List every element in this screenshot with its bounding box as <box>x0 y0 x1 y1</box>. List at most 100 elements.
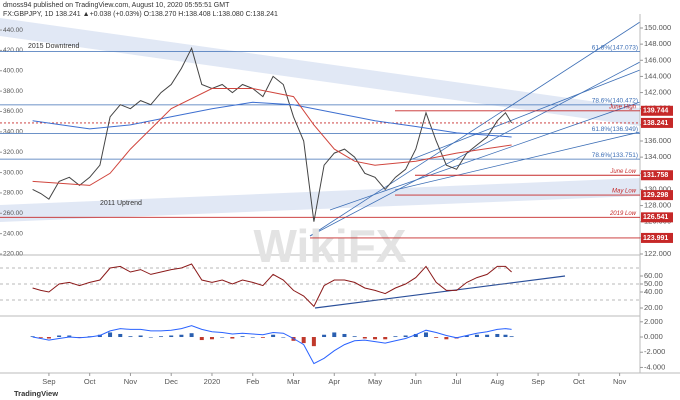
histogram-bar <box>30 336 35 338</box>
histogram-bar <box>503 334 508 338</box>
y-tick-label: 50.00 <box>644 279 663 288</box>
y2-tick-label: 320.00 <box>3 149 23 156</box>
histogram-bar <box>138 335 143 338</box>
histogram-bar <box>383 337 388 340</box>
histogram-bar <box>148 337 153 338</box>
histogram-bar <box>393 336 398 338</box>
y2-tick-label: 340.00 <box>3 129 23 136</box>
price-tag <box>641 170 673 181</box>
rsi-trendline <box>314 275 566 309</box>
price-tag <box>641 190 673 201</box>
x-tick-label: Apr <box>328 377 340 386</box>
histogram-bar <box>434 337 439 338</box>
histogram-bar <box>495 333 500 338</box>
y-tick-label: 150.000 <box>644 23 671 32</box>
histogram-bar <box>189 333 194 338</box>
y-tick-label: 130.000 <box>644 184 671 193</box>
histogram-bar <box>423 332 428 338</box>
histogram-bar <box>311 337 316 347</box>
y2-tick-label: 380.00 <box>3 88 23 95</box>
logo: TradingView <box>14 389 58 398</box>
histogram-bar <box>403 335 408 338</box>
price-tag <box>641 105 673 116</box>
histogram-bar <box>38 337 43 338</box>
y-tick-label: 136.000 <box>644 136 671 145</box>
histogram-bar <box>342 333 347 338</box>
y-tick-label: 122.000 <box>644 249 671 258</box>
histogram-bar <box>108 332 113 338</box>
histogram-bar <box>250 337 255 338</box>
annotation: 2011 Uptrend <box>100 200 142 207</box>
fib-label: 78.6%(140.472) <box>592 98 638 105</box>
fib-label: 61.8%(147.073) <box>592 44 638 51</box>
price-tag <box>641 212 673 223</box>
y2-tick-label: 260.00 <box>3 210 23 217</box>
price-tag-label: 129.298 <box>643 192 668 199</box>
y2-tick-label: 420.00 <box>3 47 23 54</box>
author-line: dmoss94 published on TradingView.com, Au… <box>3 2 230 9</box>
series-line <box>32 263 512 308</box>
x-tick-label: Sep <box>42 377 55 386</box>
price-tag <box>641 232 673 243</box>
histogram-bar <box>281 337 286 338</box>
y-tick-label: 20.00 <box>644 303 663 312</box>
histogram-bar <box>57 335 62 338</box>
y-tick-label: 144.000 <box>644 71 671 80</box>
y-tick-label: 0.000 <box>644 332 663 341</box>
histogram-bar <box>373 337 378 340</box>
downtrend-band <box>0 18 640 126</box>
x-tick-label: Mar <box>287 377 300 386</box>
x-tick-label: Jun <box>410 377 422 386</box>
symbol-line: FX:GBPJPY, 1D 138.241 ▲+0.038 (+0.03%) O… <box>3 11 278 18</box>
histogram-bar <box>230 337 235 339</box>
histogram-bar <box>159 336 164 338</box>
x-tick-label: Nov <box>124 377 138 386</box>
x-tick-label: Oct <box>84 377 97 386</box>
histogram-bar <box>352 336 357 338</box>
histogram-bar <box>128 336 133 338</box>
y-tick-label: -4.000 <box>644 362 665 371</box>
histogram-bar <box>271 334 276 338</box>
price-tag-label: 139.744 <box>643 108 668 115</box>
fib-label: 78.6%(133.751) <box>592 152 638 159</box>
price-tag-label: 131.758 <box>643 172 668 179</box>
histogram-bar <box>220 337 225 338</box>
histogram-bar <box>509 336 514 338</box>
x-tick-label: Oct <box>573 377 586 386</box>
x-tick-label: Jul <box>452 377 462 386</box>
histogram-bar <box>301 337 306 344</box>
price-tag-label: 138.241 <box>643 120 668 127</box>
histogram-bar <box>485 334 490 338</box>
level-note: 2019 Low <box>609 211 637 217</box>
y2-tick-label: 220.00 <box>3 251 23 258</box>
x-tick-label: Aug <box>491 377 504 386</box>
fib-label: 61.8%(136.949) <box>592 126 638 133</box>
y2-tick-label: 300.00 <box>3 169 23 176</box>
y-tick-label: 148.000 <box>644 39 671 48</box>
y2-tick-label: 400.00 <box>3 67 23 74</box>
level-note: June High <box>608 104 637 110</box>
y-tick-label: 146.000 <box>644 55 671 64</box>
pitchfork <box>309 21 641 237</box>
histogram-bar <box>240 336 245 338</box>
annotation: 2015 Downtrend <box>28 43 79 50</box>
y-tick-label: 40.00 <box>644 287 663 296</box>
y-tick-label: -2.000 <box>644 347 665 356</box>
y-tick-label: 128.000 <box>644 201 671 210</box>
y2-tick-label: 360.00 <box>3 108 23 115</box>
histogram-bar <box>322 334 327 338</box>
series-line <box>32 46 513 222</box>
histogram-bar <box>169 335 174 338</box>
histogram-bar <box>67 335 72 338</box>
histogram-bar <box>260 337 265 338</box>
price-tag <box>641 117 673 128</box>
y-tick-label: 2.000 <box>644 317 663 326</box>
histogram-bar <box>444 337 449 340</box>
level-note: May Low <box>612 189 637 195</box>
y-tick-label: 134.000 <box>644 152 671 161</box>
y-tick-label: 142.000 <box>644 88 671 97</box>
x-tick-label: Sep <box>531 377 544 386</box>
histogram-bar <box>413 333 418 338</box>
histogram-bar <box>332 332 337 338</box>
